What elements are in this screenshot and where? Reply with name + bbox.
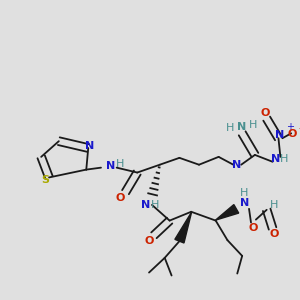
- Text: O: O: [116, 193, 125, 203]
- Text: O: O: [144, 236, 154, 246]
- Text: H: H: [280, 154, 289, 164]
- Text: O: O: [287, 129, 297, 139]
- Text: N: N: [85, 141, 94, 151]
- Text: O: O: [270, 229, 279, 239]
- Text: H: H: [270, 200, 279, 210]
- Text: H: H: [249, 121, 257, 130]
- Text: +: +: [286, 122, 294, 133]
- Text: O: O: [248, 224, 258, 233]
- Text: O: O: [260, 108, 269, 118]
- Text: N: N: [232, 160, 241, 170]
- Polygon shape: [215, 205, 239, 220]
- Text: H: H: [226, 123, 235, 134]
- Text: N: N: [142, 200, 151, 210]
- Text: N: N: [275, 130, 284, 140]
- Text: N: N: [106, 161, 116, 171]
- Text: S: S: [41, 176, 49, 185]
- Text: H: H: [151, 200, 159, 210]
- Polygon shape: [175, 212, 192, 243]
- Text: N: N: [271, 154, 280, 164]
- Text: H: H: [116, 159, 124, 169]
- Text: N: N: [241, 198, 250, 208]
- Text: -: -: [298, 123, 300, 134]
- Text: N: N: [237, 122, 246, 133]
- Text: H: H: [240, 188, 248, 198]
